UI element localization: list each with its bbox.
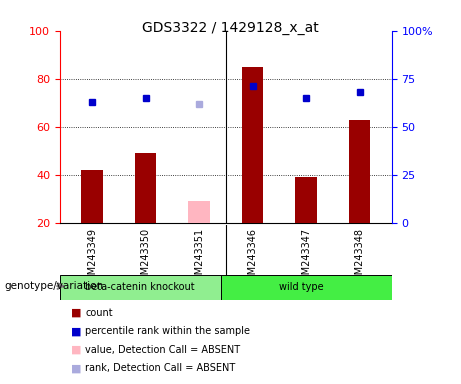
Bar — [220, 275, 392, 300]
Bar — [135, 153, 156, 223]
Text: GDS3322 / 1429128_x_at: GDS3322 / 1429128_x_at — [142, 21, 319, 35]
Text: wild type: wild type — [278, 282, 323, 292]
Text: beta-catenin knockout: beta-catenin knockout — [85, 282, 195, 292]
Bar — [349, 119, 371, 223]
Bar — [81, 170, 103, 223]
Text: ■: ■ — [71, 345, 82, 355]
Text: value, Detection Call = ABSENT: value, Detection Call = ABSENT — [85, 345, 240, 355]
Text: ■: ■ — [71, 326, 82, 336]
Text: count: count — [85, 308, 113, 318]
Text: rank, Detection Call = ABSENT: rank, Detection Call = ABSENT — [85, 363, 236, 373]
Text: percentile rank within the sample: percentile rank within the sample — [85, 326, 250, 336]
Bar — [242, 67, 263, 223]
Text: ■: ■ — [71, 308, 82, 318]
Bar — [189, 201, 210, 223]
Text: ■: ■ — [71, 363, 82, 373]
Bar — [60, 275, 220, 300]
Bar — [296, 177, 317, 223]
Text: genotype/variation: genotype/variation — [5, 281, 104, 291]
